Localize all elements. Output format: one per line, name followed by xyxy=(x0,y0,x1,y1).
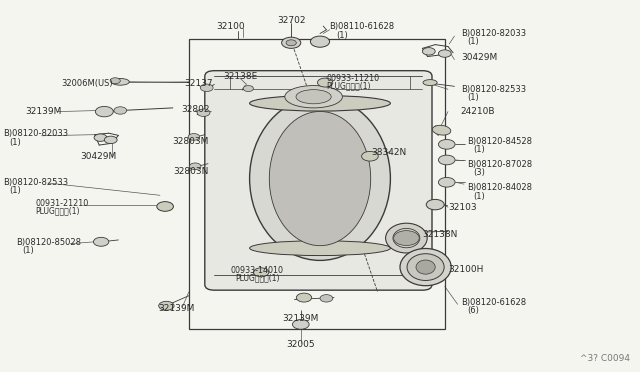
Text: 00933-11210: 00933-11210 xyxy=(326,74,380,83)
Circle shape xyxy=(296,293,312,302)
Circle shape xyxy=(282,37,301,48)
Circle shape xyxy=(422,48,435,55)
Text: ^3? C0094: ^3? C0094 xyxy=(580,354,630,363)
Text: 24210B: 24210B xyxy=(461,107,495,116)
Text: 00931-21210: 00931-21210 xyxy=(35,199,88,208)
Text: 32103: 32103 xyxy=(448,203,477,212)
Text: 32139M: 32139M xyxy=(283,314,319,323)
Text: (1): (1) xyxy=(10,186,21,195)
Circle shape xyxy=(94,134,107,141)
Text: 32803N: 32803N xyxy=(173,167,209,176)
Text: 32139M: 32139M xyxy=(158,304,194,313)
Ellipse shape xyxy=(416,260,435,274)
Circle shape xyxy=(200,84,213,92)
Text: (1): (1) xyxy=(10,138,21,147)
Ellipse shape xyxy=(250,241,390,256)
Circle shape xyxy=(286,40,296,46)
Text: 32006M(US): 32006M(US) xyxy=(61,79,113,88)
Text: 30429M: 30429M xyxy=(461,53,497,62)
Text: B)08120-61628: B)08120-61628 xyxy=(461,298,526,307)
Circle shape xyxy=(243,86,253,92)
Circle shape xyxy=(438,177,455,187)
Bar xyxy=(189,39,445,329)
Circle shape xyxy=(93,237,109,246)
Circle shape xyxy=(95,106,113,117)
Ellipse shape xyxy=(400,248,451,286)
Ellipse shape xyxy=(250,97,390,260)
Ellipse shape xyxy=(407,254,444,280)
Circle shape xyxy=(394,231,419,246)
Text: (1): (1) xyxy=(474,145,485,154)
Circle shape xyxy=(438,140,455,149)
Circle shape xyxy=(114,107,127,114)
Text: 32138N: 32138N xyxy=(422,230,458,239)
Ellipse shape xyxy=(250,96,390,111)
Ellipse shape xyxy=(433,125,451,135)
Text: (1): (1) xyxy=(22,246,34,255)
Text: 32139M: 32139M xyxy=(26,107,62,116)
Text: 30429M: 30429M xyxy=(80,152,116,161)
Circle shape xyxy=(317,78,333,87)
Text: 32802: 32802 xyxy=(181,105,209,114)
Text: 32803M: 32803M xyxy=(173,137,209,146)
Ellipse shape xyxy=(423,80,437,86)
Text: 38342N: 38342N xyxy=(371,148,406,157)
Text: B)08120-85028: B)08120-85028 xyxy=(16,238,81,247)
Circle shape xyxy=(110,78,120,84)
Circle shape xyxy=(426,199,444,210)
Ellipse shape xyxy=(296,90,332,104)
Text: (1): (1) xyxy=(336,31,348,40)
Circle shape xyxy=(320,295,333,302)
Circle shape xyxy=(292,320,309,329)
Circle shape xyxy=(189,163,201,170)
Circle shape xyxy=(310,36,330,47)
Ellipse shape xyxy=(269,112,371,246)
Text: (6): (6) xyxy=(467,306,479,315)
Text: (1): (1) xyxy=(467,93,479,102)
Text: 32702: 32702 xyxy=(277,16,305,25)
Text: B)08120-82533: B)08120-82533 xyxy=(461,85,526,94)
Circle shape xyxy=(188,134,200,140)
Circle shape xyxy=(159,301,174,310)
Ellipse shape xyxy=(385,223,428,253)
Text: PLUGブラグ(1): PLUGブラグ(1) xyxy=(326,81,371,90)
Text: 32137: 32137 xyxy=(184,79,212,88)
Text: 00933-14010: 00933-14010 xyxy=(231,266,284,275)
Circle shape xyxy=(438,155,455,165)
Text: PLUGブラグ(1): PLUGブラグ(1) xyxy=(35,207,80,216)
Ellipse shape xyxy=(111,78,129,85)
Text: (3): (3) xyxy=(474,168,486,177)
Circle shape xyxy=(157,202,173,211)
Text: B)08120-82033: B)08120-82033 xyxy=(3,129,68,138)
Circle shape xyxy=(104,136,117,144)
Text: B)08120-84028: B)08120-84028 xyxy=(467,183,532,192)
Text: B)08110-61628: B)08110-61628 xyxy=(330,22,395,31)
Text: B)08120-84528: B)08120-84528 xyxy=(467,137,532,146)
Text: B)08120-82033: B)08120-82033 xyxy=(461,29,526,38)
Text: (1): (1) xyxy=(474,192,485,201)
Circle shape xyxy=(438,50,451,57)
Circle shape xyxy=(197,109,210,116)
Circle shape xyxy=(362,151,378,161)
Text: 32005: 32005 xyxy=(287,340,315,349)
Ellipse shape xyxy=(285,86,342,108)
Text: B)08120-87028: B)08120-87028 xyxy=(467,160,532,169)
Text: 32138E: 32138E xyxy=(223,72,257,81)
FancyBboxPatch shape xyxy=(205,71,432,290)
Text: 32100H: 32100H xyxy=(448,265,483,274)
Text: 32100: 32100 xyxy=(216,22,244,31)
Circle shape xyxy=(253,268,269,277)
Text: (1): (1) xyxy=(467,37,479,46)
Text: B)08120-82533: B)08120-82533 xyxy=(3,178,68,187)
Text: PLUGブラグ(1): PLUGブラグ(1) xyxy=(235,273,280,282)
